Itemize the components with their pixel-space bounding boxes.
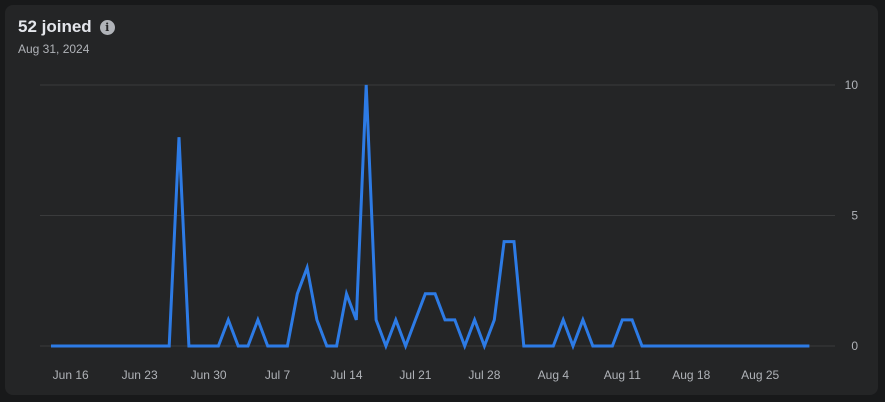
x-axis-ticks: Jun 16 Jun 23 Jun 30 Jul 7 Jul 14 Jul 21 Jul 2… [53, 368, 780, 382]
y-tick-label: 10 [845, 78, 859, 92]
joined-chart-card: 52 joined i Aug 31, 2024 [5, 5, 878, 395]
x-tick-label: Aug 4 [538, 368, 570, 382]
x-tick-label: Jul 21 [399, 368, 431, 382]
chart-header: 52 joined i Aug 31, 2024 [18, 17, 115, 56]
y-axis-ticks: 10 5 0 [845, 78, 859, 353]
x-tick-label: Aug 18 [672, 368, 710, 382]
x-tick-label: Jun 23 [122, 368, 158, 382]
x-tick-label: Jun 30 [191, 368, 227, 382]
title-row: 52 joined i [18, 17, 115, 37]
x-tick-label: Jul 14 [330, 368, 362, 382]
chart-date: Aug 31, 2024 [18, 42, 90, 56]
grid-lines [40, 84, 835, 347]
series-line [51, 84, 810, 351]
x-tick-label: Jun 16 [53, 368, 89, 382]
x-tick-label: Jul 7 [265, 368, 291, 382]
y-tick-label: 0 [851, 339, 858, 353]
x-tick-label: Aug 25 [741, 368, 779, 382]
y-tick-label: 5 [851, 209, 858, 223]
series-layer [51, 84, 810, 351]
x-tick-label: Aug 11 [604, 368, 641, 382]
x-tick-label: Jul 28 [468, 368, 500, 382]
info-icon[interactable]: i [99, 19, 115, 35]
chart-title: 52 joined [18, 17, 92, 36]
